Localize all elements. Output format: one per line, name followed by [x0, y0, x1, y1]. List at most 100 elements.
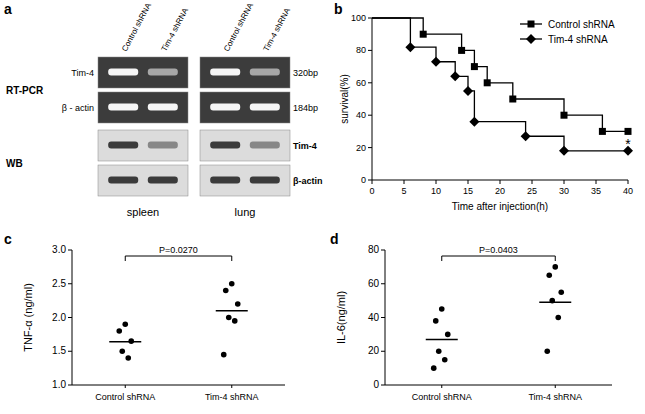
marker	[599, 128, 606, 135]
dot	[235, 301, 241, 307]
dot	[232, 318, 238, 324]
x-tick	[500, 180, 501, 184]
gel	[98, 57, 188, 88]
y-tick-label: 1.0	[52, 379, 66, 390]
x-tick	[231, 385, 232, 388]
bracket	[125, 256, 232, 261]
y-tick	[381, 351, 385, 352]
gel	[98, 165, 188, 196]
y-tick-label: 1.5	[52, 345, 66, 356]
x-tick	[564, 180, 565, 184]
x-tick-label: 10	[431, 186, 441, 196]
x-tick-label: 40	[623, 186, 633, 196]
size-label: 320bp	[293, 68, 318, 78]
x-tick	[441, 385, 442, 388]
mean-line	[426, 339, 458, 341]
y-tick	[68, 250, 72, 251]
marker	[561, 112, 568, 119]
x-tick	[404, 180, 405, 184]
y-tick	[68, 385, 72, 386]
dot	[544, 348, 550, 354]
y-tick	[368, 82, 372, 83]
marker	[463, 86, 473, 96]
marker	[509, 96, 516, 103]
tissue-label: spleen	[127, 206, 159, 218]
marker	[471, 63, 478, 70]
gel	[200, 130, 290, 161]
x-tick-label: Control shRNA	[412, 392, 472, 402]
y-axis	[372, 18, 373, 180]
dot	[223, 288, 229, 294]
gel	[200, 165, 290, 196]
row-label: Tim-4	[293, 141, 317, 151]
band	[148, 142, 178, 149]
x-tick-label: Tim-4 shRNA	[528, 392, 582, 402]
y-tick-label: 60	[356, 78, 366, 88]
mean-line	[109, 341, 141, 343]
method-label: WB	[6, 158, 23, 169]
plot-area	[372, 18, 633, 156]
band	[210, 177, 240, 184]
band	[250, 142, 280, 149]
survival-line	[372, 18, 628, 151]
panel-label: a	[4, 1, 12, 17]
row-label: Tim-4	[71, 68, 94, 78]
row-label: β-actin	[293, 176, 323, 186]
y-tick-label: 40	[368, 312, 380, 323]
lane-label: Control shRNA	[120, 1, 153, 53]
band	[250, 177, 280, 184]
tissue-label: lung	[235, 206, 256, 218]
lane-label: Tim-4 shRNA	[160, 6, 191, 53]
y-tick-label: 80	[356, 45, 366, 55]
gel	[98, 92, 188, 123]
dot	[555, 315, 561, 321]
lane-label: Control shRNA	[222, 1, 255, 53]
x-tick-label: Control shRNA	[95, 392, 155, 402]
band	[108, 69, 138, 76]
y-tick	[368, 115, 372, 116]
marker	[559, 146, 569, 156]
gel	[98, 130, 188, 161]
band	[108, 142, 138, 149]
gel	[200, 57, 290, 88]
bracket	[442, 256, 556, 261]
dot	[433, 318, 439, 324]
y-tick-label: 0	[361, 175, 366, 185]
y-tick	[381, 317, 385, 318]
x-tick-label: Tim-4 shRNA	[205, 392, 259, 402]
dot	[442, 357, 448, 363]
x-tick	[468, 180, 469, 184]
marker	[458, 47, 465, 54]
marker	[625, 128, 632, 135]
dot	[125, 355, 131, 361]
y-tick	[368, 18, 372, 19]
dot	[546, 273, 552, 279]
marker	[450, 71, 460, 81]
x-tick-label: 0	[369, 186, 374, 196]
plot-area	[109, 281, 248, 361]
y-label: IL-6(ng/ml)	[335, 291, 347, 344]
marker	[526, 34, 536, 44]
y-tick-label: 60	[368, 278, 380, 289]
x-tick-label: 35	[591, 186, 601, 196]
y-tick-label: 20	[356, 143, 366, 153]
mean-line	[216, 310, 248, 312]
panel-label: b	[334, 1, 343, 17]
x-tick	[372, 180, 373, 184]
marker	[431, 57, 441, 67]
y-tick-label: 20	[368, 345, 380, 356]
y-tick	[381, 250, 385, 251]
y-tick-label: 3.0	[52, 244, 66, 255]
annotation: P=0.0270	[159, 245, 198, 255]
x-axis	[72, 385, 285, 386]
x-tick-label: 30	[559, 186, 569, 196]
y-tick-label: 2.0	[52, 312, 66, 323]
y-label: TNF-α (ng/ml)	[22, 283, 34, 352]
row-label: β - actin	[62, 103, 94, 113]
marker	[484, 79, 491, 86]
y-tick-label: 80	[368, 244, 380, 255]
band	[108, 177, 138, 184]
x-tick	[555, 385, 556, 388]
band	[210, 104, 240, 111]
band	[250, 104, 280, 111]
